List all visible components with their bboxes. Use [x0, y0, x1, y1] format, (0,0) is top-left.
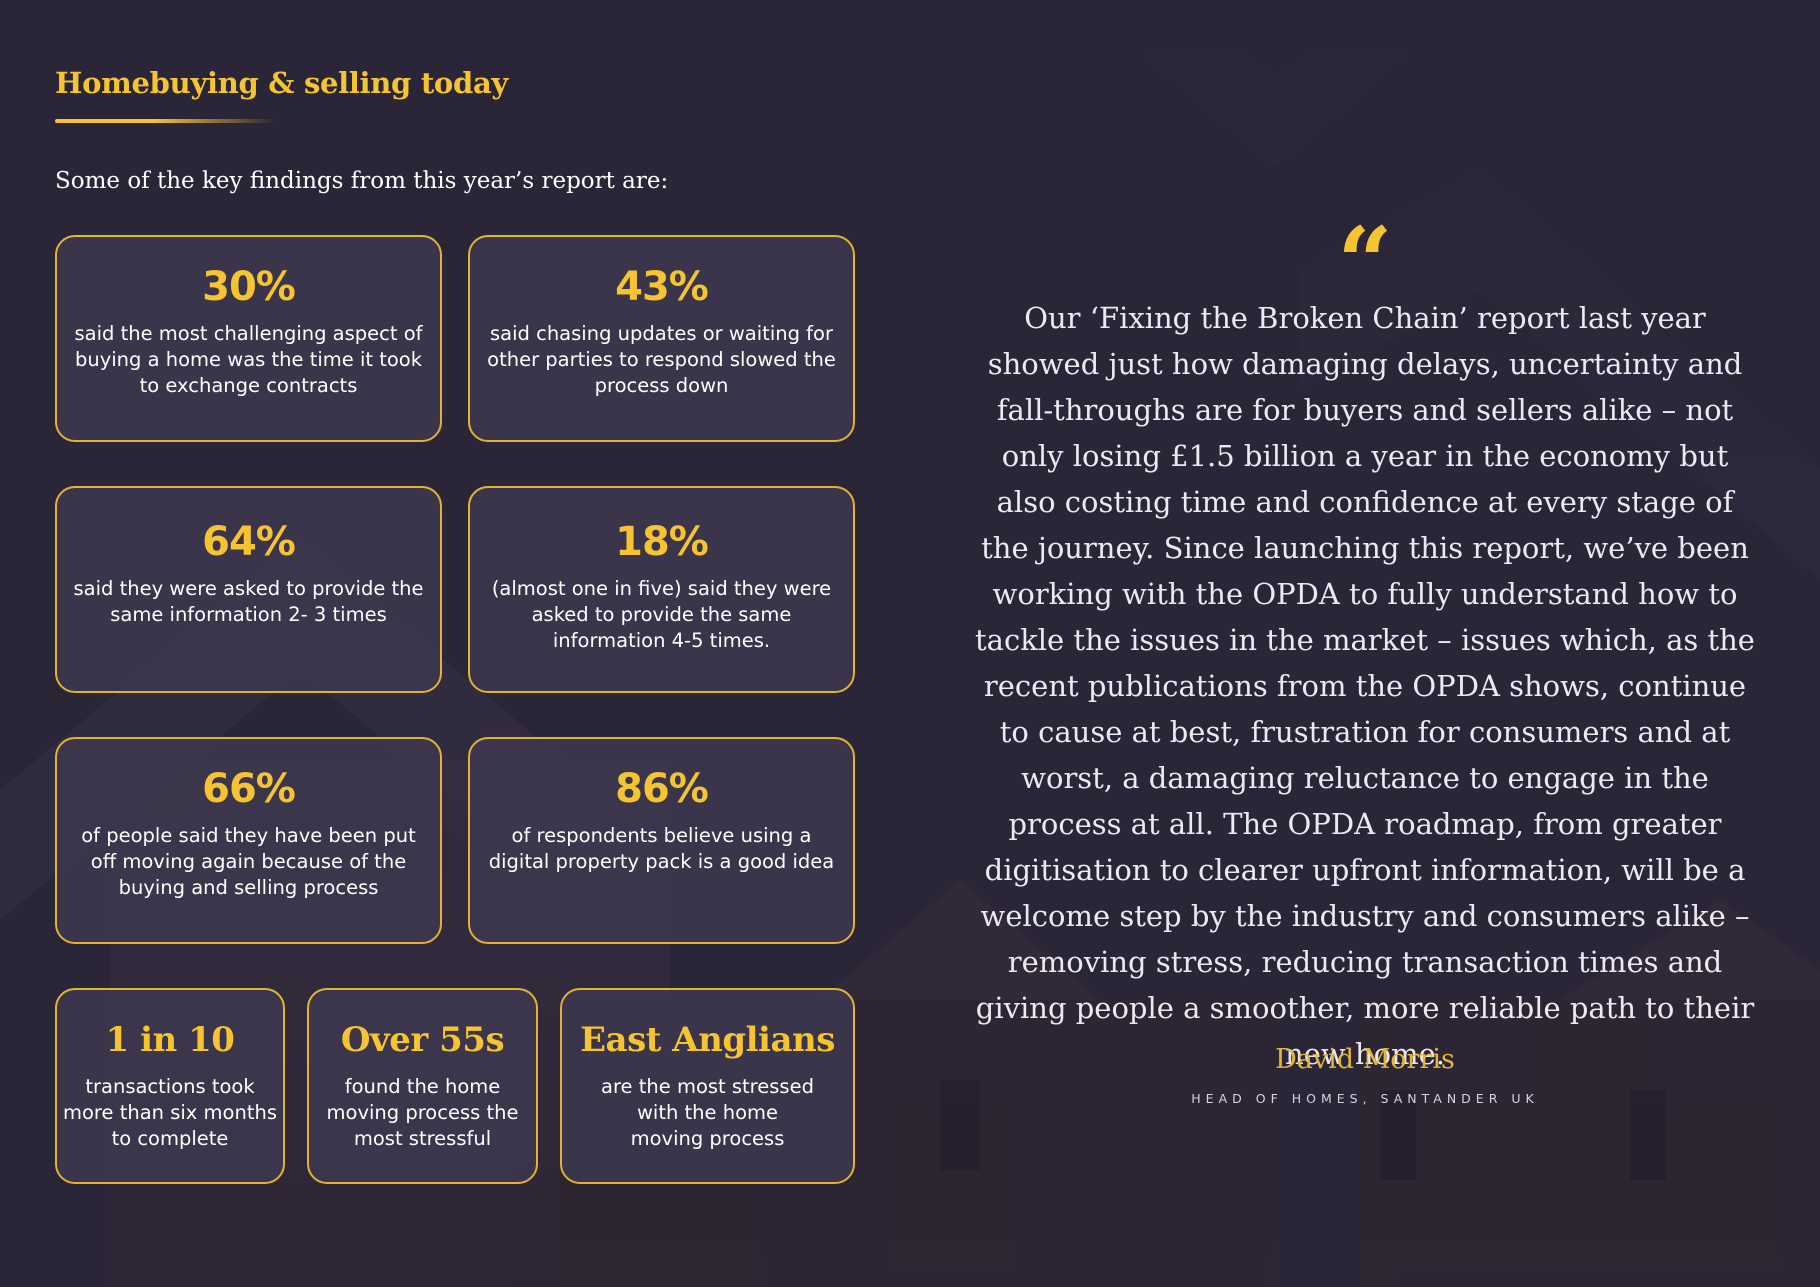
stat-value: 1 in 10 [105, 1020, 235, 1060]
stat-card: 18% (almost one in five) said they were … [468, 486, 855, 693]
stat-card: 43% said chasing updates or waiting for … [468, 235, 855, 442]
stat-description: transactions took more than six months t… [63, 1075, 277, 1150]
stat-card: 30% said the most challenging aspect of … [55, 235, 442, 442]
stat-description: of people said they have been put off mo… [81, 824, 416, 899]
stat-value: 86% [615, 766, 709, 812]
quote-author: David Morris [1275, 1044, 1455, 1075]
stat-card: 1 in 10 transactions took more than six … [55, 988, 285, 1184]
stat-value: 66% [202, 766, 296, 812]
stat-value: East Anglians [580, 1020, 835, 1060]
title-underline [55, 119, 275, 123]
stat-description: (almost one in five) said they were aske… [491, 577, 832, 652]
stat-card: East Anglians are the most stressed with… [560, 988, 855, 1184]
stat-description: said the most challenging aspect of buyi… [74, 322, 423, 397]
quote-text: Our ‘Fixing the Broken Chain’ report las… [975, 301, 1755, 1071]
quote-author-role: HEAD OF HOMES, SANTANDER UK [1191, 1091, 1539, 1106]
stat-description: of respondents believe using a digital p… [488, 824, 835, 873]
stat-description: found the home moving process the most s… [326, 1075, 519, 1150]
intro-text: Some of the key findings from this year’… [55, 168, 669, 194]
stat-value: 43% [615, 264, 709, 310]
stat-description: said they were asked to provide the same… [73, 577, 424, 626]
stat-description: are the most stressed with the home movi… [601, 1075, 814, 1150]
quote-icon: “ [1337, 206, 1393, 319]
stat-description: said chasing updates or waiting for othe… [487, 322, 836, 397]
stat-value: 30% [202, 264, 296, 310]
stat-card: Over 55s found the home moving process t… [307, 988, 538, 1184]
stat-card: 64% said they were asked to provide the … [55, 486, 442, 693]
stat-card: 66% of people said they have been put of… [55, 737, 442, 944]
stat-value: Over 55s [340, 1020, 505, 1060]
section-title: Homebuying & selling today [55, 66, 508, 100]
stat-card: 86% of respondents believe using a digit… [468, 737, 855, 944]
stat-value: 18% [615, 519, 709, 565]
stat-value: 64% [202, 519, 296, 565]
